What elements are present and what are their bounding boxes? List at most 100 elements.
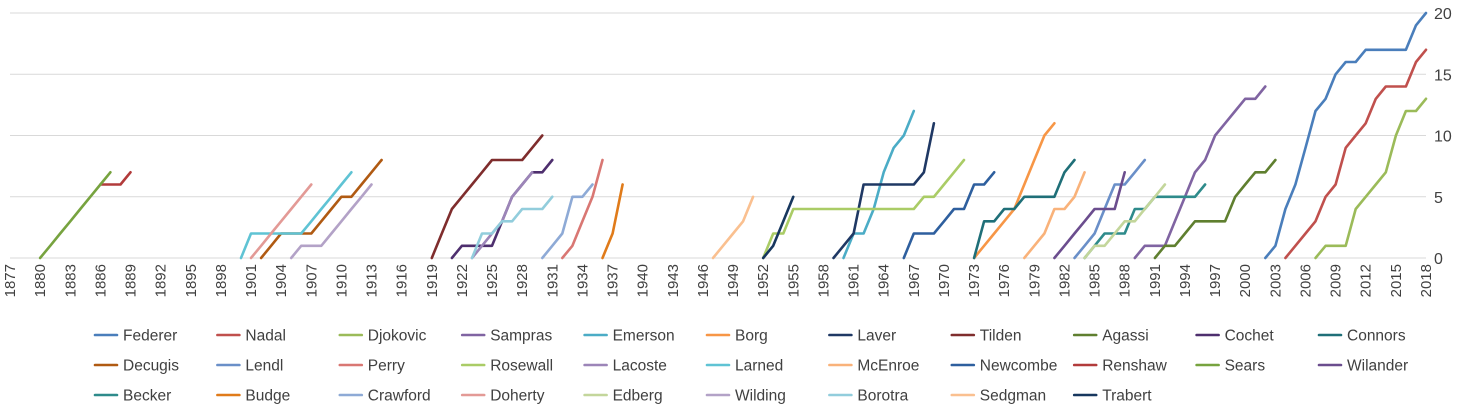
x-tick-label: 1880 xyxy=(32,264,49,297)
y-tick-label: 20 xyxy=(1434,6,1452,23)
x-tick-label: 1889 xyxy=(123,264,140,297)
series-line-emerson xyxy=(842,109,916,260)
series-line-newcombe xyxy=(902,171,996,260)
x-tick-label: 2018 xyxy=(1418,264,1435,297)
series-line-trabert xyxy=(761,195,795,260)
legend-label: Nadal xyxy=(245,328,286,345)
legend-item-borotra: Borotra xyxy=(828,388,909,405)
legend-label: Sampras xyxy=(490,328,552,345)
legend-item-becker: Becker xyxy=(93,388,171,405)
x-tick-label: 1907 xyxy=(303,264,320,297)
legend-label: Decugis xyxy=(123,358,179,375)
legend-label: Rosewall xyxy=(490,358,553,375)
x-tick-label: 1946 xyxy=(695,264,712,297)
legend-item-borg: Borg xyxy=(705,328,768,345)
legend-label: Federer xyxy=(123,328,177,345)
legend-item-larned: Larned xyxy=(705,358,783,375)
legend-item-trabert: Trabert xyxy=(1072,388,1152,405)
x-tick-label: 1997 xyxy=(1207,264,1224,297)
x-tick-label: 2012 xyxy=(1358,264,1375,297)
series-line-federer xyxy=(1264,11,1428,260)
x-tick-label: 1916 xyxy=(394,264,411,297)
series-line-djokovic xyxy=(1314,97,1428,260)
x-tick-label: 1913 xyxy=(364,264,381,297)
legend-item-emerson: Emerson xyxy=(583,328,675,345)
legend-item-connors: Connors xyxy=(1317,328,1406,345)
series-line-tilden xyxy=(430,134,544,260)
series-line-crawford xyxy=(541,183,594,260)
legend-label: Wilander xyxy=(1347,358,1408,375)
legend-label: Sears xyxy=(1225,358,1266,375)
series-line-mcenroe xyxy=(1023,171,1086,260)
x-tick-label: 1943 xyxy=(665,264,682,297)
legend-label: Djokovic xyxy=(368,328,427,345)
legend-label: Lendl xyxy=(245,358,283,375)
legend-label: Budge xyxy=(245,388,290,405)
plot-area xyxy=(38,11,1428,260)
x-tick-label: 1898 xyxy=(213,264,230,297)
legend-item-sears: Sears xyxy=(1195,358,1266,375)
legend-label: Becker xyxy=(123,388,171,405)
x-tick-label: 2015 xyxy=(1388,264,1405,297)
series-line-sampras xyxy=(1133,85,1267,260)
legend-label: Trabert xyxy=(1102,388,1152,405)
series-line-renshaw xyxy=(99,171,132,186)
legend-item-laver: Laver xyxy=(828,328,896,345)
x-tick-label: 1886 xyxy=(92,264,109,297)
series-line-perry xyxy=(561,158,604,260)
x-tick-label: 2000 xyxy=(1237,264,1254,297)
legend-item-sampras: Sampras xyxy=(460,328,552,345)
series-line-agassi xyxy=(1153,158,1277,260)
legend-item-lendl: Lendl xyxy=(216,358,283,375)
legend-label: Newcombe xyxy=(980,358,1058,375)
series-line-wilander xyxy=(1053,171,1126,260)
x-tick-label: 1919 xyxy=(424,264,441,297)
legend-label: Larned xyxy=(735,358,783,375)
x-tick-label: 1982 xyxy=(1056,264,1073,297)
legend-item-nadal: Nadal xyxy=(216,328,286,345)
legend-label: Cochet xyxy=(1225,328,1275,345)
legend-label: Laver xyxy=(857,328,896,345)
series-line-wilding xyxy=(289,183,373,260)
legend-item-decugis: Decugis xyxy=(93,358,179,375)
x-tick-label: 1931 xyxy=(544,264,561,297)
x-tick-label: 2006 xyxy=(1297,264,1314,297)
x-tick-label: 1949 xyxy=(725,264,742,297)
legend-item-newcombe: Newcombe xyxy=(950,358,1058,375)
legend-label: McEnroe xyxy=(857,358,919,375)
legend-item-agassi: Agassi xyxy=(1072,328,1149,345)
series-line-borotra xyxy=(470,195,554,260)
series-line-sears xyxy=(38,171,112,260)
series-line-connors xyxy=(972,158,1076,260)
legend-label: Borotra xyxy=(857,388,908,405)
legend-label: Perry xyxy=(368,358,405,375)
legend-label: Wilding xyxy=(735,388,786,405)
legend-item-lacoste: Lacoste xyxy=(583,358,667,375)
legend-label: Sedgman xyxy=(980,388,1046,405)
legend-label: Agassi xyxy=(1102,328,1149,345)
x-tick-label: 1925 xyxy=(484,264,501,297)
legend-label: Connors xyxy=(1347,328,1406,345)
legend-item-crawford: Crawford xyxy=(338,388,431,405)
x-tick-label: 1979 xyxy=(1026,264,1043,297)
series-line-doherty xyxy=(249,183,313,260)
legend-item-doherty: Doherty xyxy=(460,388,545,405)
legend-label: Tilden xyxy=(980,328,1022,345)
x-tick-label: 2009 xyxy=(1328,264,1345,297)
legend-label: Edberg xyxy=(613,388,663,405)
x-tick-label: 1964 xyxy=(876,264,893,297)
x-tick-label: 1910 xyxy=(333,264,350,297)
series-line-larned xyxy=(239,171,353,260)
legend-label: Doherty xyxy=(490,388,545,405)
series-line-lacoste xyxy=(470,171,534,260)
x-tick-label: 1940 xyxy=(635,264,652,297)
x-tick-label: 1934 xyxy=(574,264,591,297)
legend-item-tilden: Tilden xyxy=(950,328,1022,345)
legend-label: Borg xyxy=(735,328,768,345)
legend-item-perry: Perry xyxy=(338,358,405,375)
legend: Federer Nadal Djokovic Sampras Emerson Borg La… xyxy=(93,328,1408,405)
x-tick-label: 1877 xyxy=(2,264,19,297)
series-line-lendl xyxy=(1073,158,1147,260)
x-tick-label: 1895 xyxy=(183,264,200,297)
legend-item-sedgman: Sedgman xyxy=(950,388,1046,405)
